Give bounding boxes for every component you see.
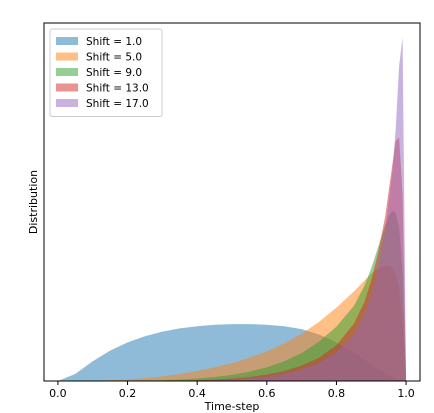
legend-swatch-2 [56,52,78,61]
series-areas [57,37,407,381]
x-axis-label: Time-step [204,400,260,413]
legend-swatch-3 [56,68,78,76]
legend: Shift = 1.0 Shift = 5.0 Shift = 9.0 Shift =… [49,28,163,117]
x-tick-label-3: 0.6 [258,387,276,400]
series-area-5 [57,37,407,381]
legend-swatch-5 [56,99,78,107]
legend-label-5: Shift = 17.0 [86,98,149,110]
legend-label-2: Shift = 5.0 [86,52,142,64]
legend-swatch-1 [56,37,78,45]
legend-label-4: Shift = 13.0 [86,83,149,95]
legend-label-3: Shift = 9.0 [86,67,142,79]
x-tick-label-4: 0.8 [328,387,346,400]
x-axis-ticks: 0.0 0.2 0.4 0.6 0.8 1.0 [49,381,415,400]
plot-frame [43,22,421,382]
legend-label-1: Shift = 1.0 [86,36,142,48]
x-tick-label-5: 1.0 [397,387,415,400]
x-tick-label-1: 0.2 [119,387,137,400]
x-tick-label-2: 0.4 [188,387,206,400]
y-axis-label: Distribution [27,170,40,234]
x-tick-label-0: 0.0 [49,387,67,400]
legend-swatch-4 [56,83,78,92]
legend-box [49,28,163,117]
